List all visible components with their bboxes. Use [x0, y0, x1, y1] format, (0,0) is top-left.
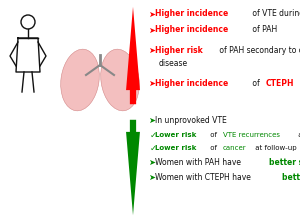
- Text: of PAH: of PAH: [250, 26, 277, 34]
- Ellipse shape: [101, 49, 139, 111]
- Text: better survival: better survival: [269, 157, 300, 166]
- Text: Higher incidence: Higher incidence: [155, 10, 228, 18]
- Text: VTE recurrences: VTE recurrences: [223, 132, 280, 138]
- Text: of VTE during the reproductive age: of VTE during the reproductive age: [250, 10, 300, 18]
- Text: ➤: ➤: [148, 172, 155, 182]
- Text: cancer: cancer: [223, 145, 247, 151]
- Text: Lower risk: Lower risk: [155, 132, 196, 138]
- Text: Women with CTEPH have: Women with CTEPH have: [155, 172, 253, 182]
- Text: ➤: ➤: [148, 26, 155, 34]
- Text: ➤: ➤: [148, 10, 155, 18]
- Text: ➤: ➤: [148, 79, 155, 87]
- Text: ➤: ➤: [148, 157, 155, 166]
- Text: ➤: ➤: [148, 46, 155, 54]
- Text: In unprovoked VTE: In unprovoked VTE: [155, 115, 227, 125]
- Text: CTEPH: CTEPH: [265, 79, 294, 87]
- Text: of: of: [250, 79, 262, 87]
- Text: Higher incidence: Higher incidence: [155, 26, 228, 34]
- Text: of: of: [208, 145, 220, 151]
- Text: ➤: ➤: [148, 115, 155, 125]
- Text: Lower risk: Lower risk: [155, 145, 196, 151]
- Text: after stopping anticoagulation: after stopping anticoagulation: [296, 132, 300, 138]
- Text: Women with PAH have: Women with PAH have: [155, 157, 243, 166]
- Text: ✓: ✓: [150, 143, 157, 153]
- Text: at follow-up: at follow-up: [254, 145, 297, 151]
- Text: Higher incidence: Higher incidence: [155, 79, 228, 87]
- Text: better survival: better survival: [282, 172, 300, 182]
- Text: disease: disease: [159, 59, 188, 67]
- Text: of PAH secondary to connective tissue: of PAH secondary to connective tissue: [217, 46, 300, 54]
- Text: of: of: [208, 132, 220, 138]
- Ellipse shape: [61, 49, 99, 111]
- Text: Higher risk: Higher risk: [155, 46, 203, 54]
- Text: ✓: ✓: [150, 131, 157, 139]
